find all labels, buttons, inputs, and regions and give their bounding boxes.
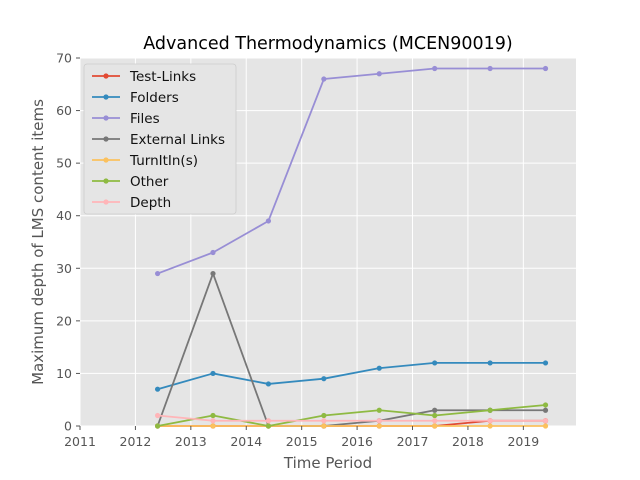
legend-item: Other	[92, 174, 169, 190]
data-point	[154, 270, 161, 277]
legend-item: TurnItIn(s)	[92, 153, 198, 169]
y-tick-label: 60	[56, 103, 72, 118]
data-point	[487, 423, 493, 429]
legend-label: Other	[130, 174, 169, 190]
data-point	[376, 423, 382, 429]
data-point	[265, 423, 272, 429]
y-tick-label: 40	[56, 208, 72, 223]
legend-item: Test-Links	[92, 69, 196, 85]
data-point	[432, 423, 438, 429]
data-point	[154, 386, 161, 392]
data-point	[154, 412, 161, 419]
y-tick-label: 70	[56, 51, 72, 66]
x-tick-label: 2017	[397, 434, 429, 449]
data-point	[154, 423, 161, 429]
y-axis-ticks: 0 10 20 30 40 50 60 70	[56, 51, 80, 434]
legend-label: Folders	[130, 90, 179, 106]
legend-label: Depth	[130, 195, 171, 211]
data-point	[542, 65, 549, 72]
data-point	[432, 407, 438, 413]
data-point	[542, 360, 549, 366]
x-axis-label: Time Period	[283, 454, 372, 472]
data-point	[210, 423, 216, 429]
series-line	[157, 67, 546, 275]
legend-item: Files	[92, 111, 160, 127]
series-depth	[154, 412, 549, 424]
y-axis-label: Maximum depth of LMS content items	[29, 99, 47, 385]
data-point	[265, 218, 272, 224]
data-point	[210, 249, 216, 256]
y-tick-label: 20	[56, 313, 72, 328]
legend-swatch-marker	[103, 136, 109, 142]
y-tick-label: 10	[56, 366, 72, 381]
legend-label: Test-Links	[129, 69, 196, 85]
legend-swatch-marker	[103, 199, 109, 205]
data-point	[210, 270, 216, 277]
data-point	[487, 360, 493, 366]
legend: Test-Links Folders Files External Links Turn…	[83, 63, 237, 215]
data-point	[542, 418, 549, 424]
y-tick-label: 0	[64, 419, 72, 434]
data-point	[265, 418, 272, 424]
legend-box	[83, 63, 237, 215]
data-point	[376, 71, 382, 77]
data-point	[321, 76, 327, 82]
data-point	[376, 418, 382, 424]
data-point	[321, 376, 327, 382]
legend-swatch-marker	[103, 94, 109, 100]
data-point	[210, 370, 216, 377]
series-other	[154, 402, 549, 429]
legend-item: Folders	[92, 90, 179, 106]
x-tick-label: 2018	[452, 434, 484, 449]
legend-item: Depth	[92, 195, 171, 211]
data-point	[321, 412, 327, 419]
legend-swatch-marker	[103, 73, 109, 79]
legend-label: External Links	[130, 132, 225, 148]
data-point	[432, 412, 438, 419]
series-line	[157, 362, 546, 391]
data-point	[487, 418, 493, 424]
series-files	[154, 65, 549, 277]
data-point	[210, 418, 216, 424]
series-line	[157, 414, 546, 422]
data-point	[265, 381, 272, 387]
x-axis-ticks: 2011 2012 2013 2014 2015 2016 2017 2018 2019	[64, 426, 539, 449]
data-point	[376, 365, 382, 371]
legend-label: Files	[130, 111, 160, 127]
x-tick-label: 2013	[175, 434, 207, 449]
x-tick-label: 2011	[64, 434, 96, 449]
x-tick-label: 2012	[120, 434, 152, 449]
legend-item: External Links	[92, 132, 225, 148]
data-point	[432, 418, 438, 424]
data-point	[376, 407, 382, 413]
data-point	[432, 65, 438, 72]
data-point	[487, 407, 493, 413]
x-tick-label: 2015	[286, 434, 318, 449]
data-point	[321, 418, 327, 424]
y-tick-label: 50	[56, 156, 72, 171]
data-point	[542, 407, 549, 413]
data-point	[210, 412, 216, 419]
series-turnitin-s	[154, 423, 549, 429]
x-tick-label: 2016	[341, 434, 373, 449]
chart-title: Advanced Thermodynamics (MCEN90019)	[143, 34, 512, 54]
legend-swatch-marker	[103, 115, 109, 121]
series-lines	[154, 65, 549, 429]
series-folders	[154, 360, 549, 392]
legend-swatch-marker	[103, 157, 109, 163]
x-tick-label: 2014	[230, 434, 262, 449]
data-point	[542, 423, 549, 429]
legend-swatch-marker	[103, 178, 109, 184]
data-point	[432, 360, 438, 366]
x-tick-label: 2019	[507, 434, 539, 449]
data-point	[487, 65, 493, 72]
series-line	[157, 404, 546, 427]
data-point	[542, 402, 549, 408]
data-point	[321, 423, 327, 429]
legend-label: TurnItIn(s)	[129, 153, 198, 169]
y-tick-label: 30	[56, 261, 72, 276]
